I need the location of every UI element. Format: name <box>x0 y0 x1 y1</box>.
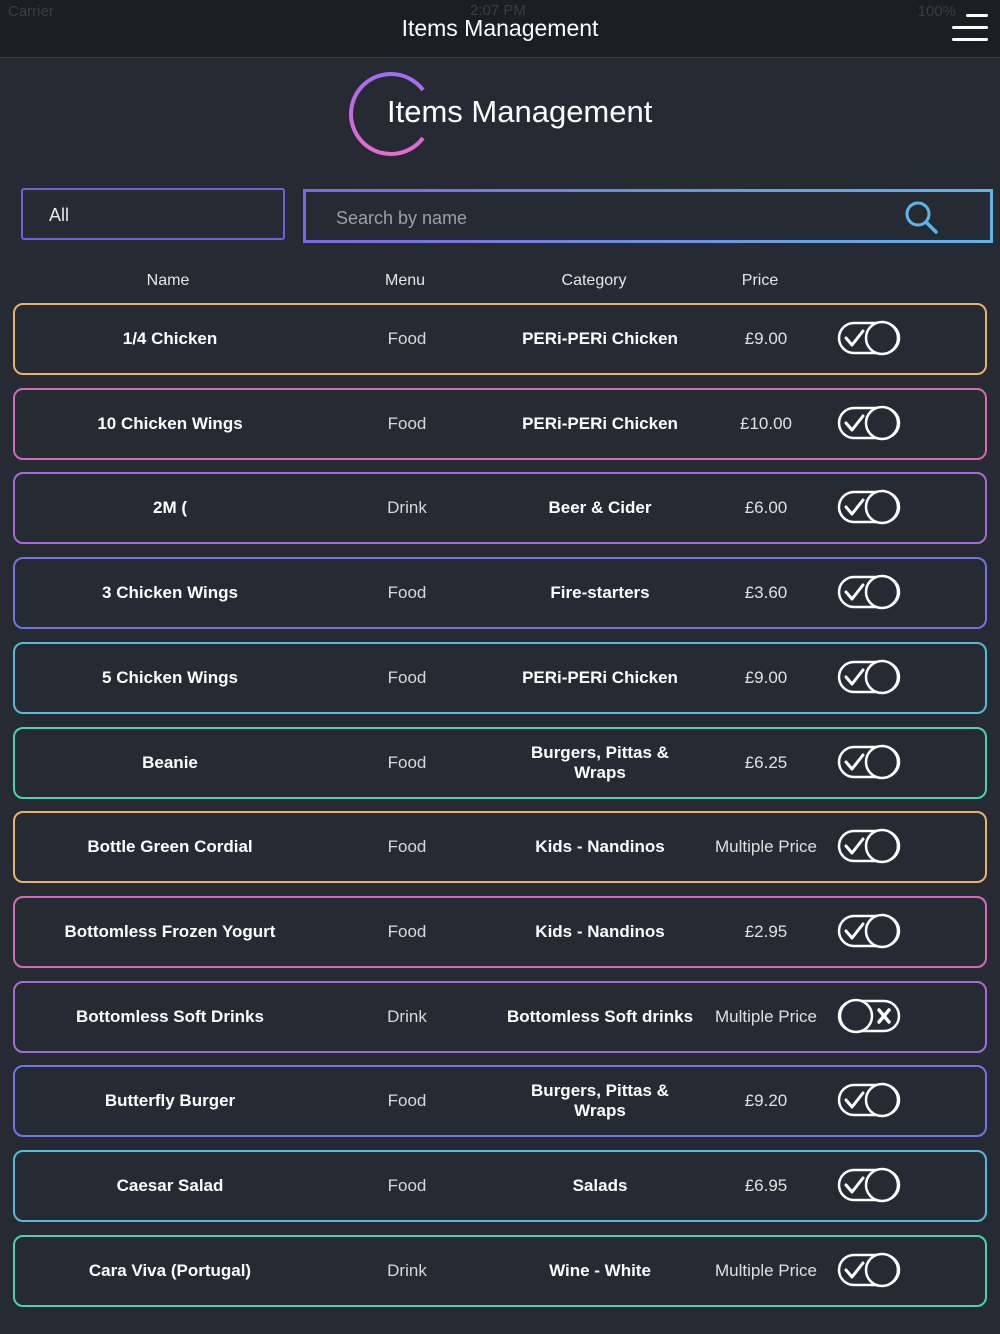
item-menu: Food <box>387 752 427 772</box>
column-header-menu: Menu <box>384 272 426 289</box>
column-header-category: Category <box>561 272 627 289</box>
item-price: £9.00 <box>744 329 788 348</box>
list-item[interactable]: Butterfly Burger Food Burgers, Pittas & Wr… <box>13 1065 987 1138</box>
toggle-on-icon[interactable] <box>837 912 903 950</box>
item-name: Beanie <box>142 752 198 772</box>
list-item[interactable]: 2M ( Drink Beer & Cider £6.00 <box>13 472 987 545</box>
item-price: Multiple Price <box>714 837 818 857</box>
item-price: £9.20 <box>744 1091 788 1111</box>
item-menu: Food <box>387 837 427 857</box>
item-menu: Drink <box>387 1006 427 1026</box>
item-category: Salads <box>572 1176 628 1195</box>
list-item[interactable]: Beanie Food Burgers, Pittas & Wraps £6.25 <box>13 726 987 799</box>
list-item[interactable]: 1/4 Chicken Food PERi-PERi Chicken £9.00 <box>13 303 987 375</box>
item-name: 1/4 Chicken <box>122 329 218 348</box>
item-menu: Food <box>387 413 427 433</box>
navigation-bar: Items Management <box>0 0 1000 58</box>
search-box <box>303 189 993 243</box>
list-item[interactable]: Caesar Salad Food Salads £6.95 <box>13 1150 987 1222</box>
item-category: Burgers, Pittas & Wraps <box>531 742 669 782</box>
item-name: 5 Chicken Wings <box>102 667 238 687</box>
status-bar: Carrier 2:07 PM 100% <box>0 0 1000 22</box>
search-input[interactable] <box>334 204 898 232</box>
item-name: Cara Viva (Portugal) <box>88 1260 252 1280</box>
item-menu: Food <box>387 1176 427 1195</box>
item-category: Kids - Nandinos <box>535 921 665 941</box>
list-item[interactable]: Bottomless Soft Drinks Drink Bottomless So… <box>13 980 987 1053</box>
hamburger-menu-icon[interactable] <box>952 14 988 42</box>
item-category: Bottomless Soft drinks <box>506 1006 694 1026</box>
toggle-on-icon[interactable] <box>837 1081 903 1119</box>
item-price: £3.60 <box>744 583 788 603</box>
item-name: Butterfly Burger <box>104 1091 236 1111</box>
item-menu: Food <box>387 583 427 603</box>
item-name: Bottle Green Cordial <box>87 837 253 857</box>
item-category: PERi-PERi Chicken <box>522 667 678 687</box>
list-item[interactable]: 10 Chicken Wings Food PERi-PERi Chicken £10… <box>13 387 987 460</box>
item-name: Caesar Salad <box>116 1176 224 1195</box>
list-item[interactable]: 5 Chicken Wings Food PERi-PERi Chicken £9.0… <box>13 641 987 714</box>
item-category: PERi-PERi Chicken <box>522 413 678 433</box>
toggle-on-icon[interactable] <box>837 743 903 781</box>
item-name: 3 Chicken Wings <box>102 583 238 603</box>
item-price: £2.95 <box>744 921 788 941</box>
item-menu: Food <box>387 1091 427 1111</box>
status-battery: 100% <box>917 3 956 20</box>
item-category: PERi-PERi Chicken <box>522 329 678 348</box>
toggle-off-icon[interactable] <box>837 997 903 1035</box>
toggle-on-icon[interactable] <box>837 488 903 526</box>
toggle-on-icon[interactable] <box>837 404 903 442</box>
item-menu: Food <box>387 921 427 941</box>
column-header-name: Name <box>146 272 190 289</box>
item-price: £10.00 <box>740 413 792 433</box>
list-item[interactable]: Cara Viva (Portugal) Drink Wine - White Mul… <box>13 1234 987 1307</box>
page-title: Items Management <box>387 94 653 129</box>
item-category: Fire-starters <box>550 583 650 603</box>
status-time: 2:07 PM <box>470 2 526 19</box>
item-price: £9.00 <box>744 667 788 687</box>
toggle-on-icon[interactable] <box>837 1251 903 1289</box>
status-carrier: Carrier <box>8 3 54 20</box>
logo-ring-icon <box>349 72 425 156</box>
item-category: Burgers, Pittas & Wraps <box>531 1081 669 1121</box>
search-icon[interactable] <box>904 200 940 236</box>
item-name: Bottomless Frozen Yogurt <box>64 921 276 941</box>
toggle-on-icon[interactable] <box>837 658 903 696</box>
item-menu: Drink <box>387 1260 427 1280</box>
toggle-on-icon[interactable] <box>837 1166 903 1204</box>
list-item[interactable]: 3 Chicken Wings Food Fire-starters £3.60 <box>13 557 987 630</box>
toggle-on-icon[interactable] <box>837 573 903 611</box>
item-price: £6.95 <box>744 1176 788 1195</box>
column-header-price: Price <box>741 272 779 289</box>
list-item[interactable]: Bottle Green Cordial Food Kids - Nandinos M… <box>13 811 987 884</box>
item-price: £6.25 <box>744 752 788 772</box>
item-menu: Drink <box>387 498 427 518</box>
menu-filter-select[interactable]: All <box>21 188 285 240</box>
item-price: £6.00 <box>744 498 788 518</box>
item-name: Bottomless Soft Drinks <box>76 1006 264 1026</box>
item-category: Kids - Nandinos <box>535 837 665 857</box>
item-category: Wine - White <box>549 1260 651 1280</box>
item-category: Beer & Cider <box>548 498 652 518</box>
toggle-on-icon[interactable] <box>837 827 903 865</box>
item-name: 10 Chicken Wings <box>97 413 243 433</box>
list-item[interactable]: Bottomless Frozen Yogurt Food Kids - Nandi… <box>13 895 987 968</box>
item-price: Multiple Price <box>714 1260 818 1280</box>
item-menu: Food <box>387 329 427 348</box>
toggle-on-icon[interactable] <box>837 319 903 357</box>
item-price: Multiple Price <box>714 1006 818 1026</box>
item-name: 2M ( <box>153 498 187 518</box>
nav-title: Items Management <box>401 15 599 41</box>
item-menu: Food <box>387 667 427 687</box>
